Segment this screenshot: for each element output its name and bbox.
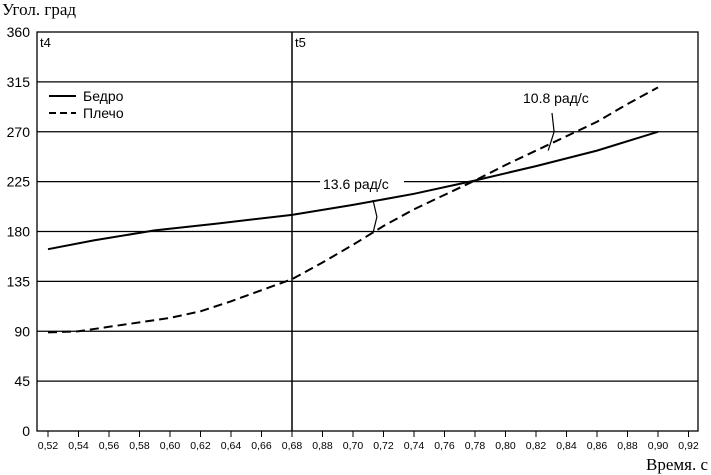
y-axis-title: Угол. град: [2, 0, 76, 19]
x-tick-label: 0,82: [526, 440, 547, 452]
x-tick-label: 0,68: [282, 440, 303, 452]
x-tick-label: 0,86: [587, 440, 608, 452]
x-tick-label: 0,78: [465, 440, 486, 452]
vline-label: t5: [295, 35, 306, 50]
y-tick-label: 90: [14, 323, 30, 339]
x-axis-title: Время. с: [646, 455, 708, 474]
legend-label: Бедро: [83, 88, 124, 104]
x-tick-label: 0,90: [648, 440, 669, 452]
plot-frame: [36, 31, 699, 432]
x-tick-label: 0,52: [38, 440, 59, 452]
x-tick-label: 0,88: [312, 440, 333, 452]
x-tick-label: 0,84: [556, 440, 577, 452]
x-tick-label: 0,66: [251, 440, 272, 452]
series-line-shoulder: [47, 86, 659, 334]
x-tick-label: 0,80: [495, 440, 516, 452]
x-tick-label: 0,58: [129, 440, 150, 452]
x-tick-label: 0,70: [343, 440, 364, 452]
annotation-leader: [547, 112, 555, 151]
x-tick-label: 0,72: [373, 440, 394, 452]
annotation-label: 10.8 рад/с: [523, 90, 589, 106]
y-tick-label: 180: [7, 224, 31, 240]
x-tick-label: 0,88: [617, 440, 638, 452]
y-tick-label: 315: [7, 74, 31, 90]
y-tick-label: 0: [22, 423, 30, 439]
y-tick-label: 360: [7, 24, 31, 40]
x-tick-label: 0,92: [678, 440, 699, 452]
x-tick-label: 0,60: [160, 440, 181, 452]
y-tick-label: 270: [7, 124, 31, 140]
legend-label: Плечо: [83, 105, 124, 121]
y-tick-label: 135: [7, 273, 31, 289]
x-tick-label: 0,54: [68, 440, 89, 452]
annotation-bg: [320, 175, 404, 193]
annotation-leader: [372, 199, 378, 234]
y-tick-label: 45: [14, 373, 30, 389]
series-line-thigh: [47, 130, 659, 251]
annotation-label: 13.6 рад/с: [323, 176, 389, 192]
vline-label: t4: [40, 35, 51, 50]
x-tick-label: 0,62: [190, 440, 211, 452]
x-tick-label: 0,56: [99, 440, 120, 452]
annotation-bg: [520, 89, 604, 107]
x-tick-label: 0,76: [434, 440, 455, 452]
x-tick-label: 0,74: [404, 440, 425, 452]
x-tick-label: 0,64: [221, 440, 242, 452]
y-tick-label: 225: [7, 174, 31, 190]
